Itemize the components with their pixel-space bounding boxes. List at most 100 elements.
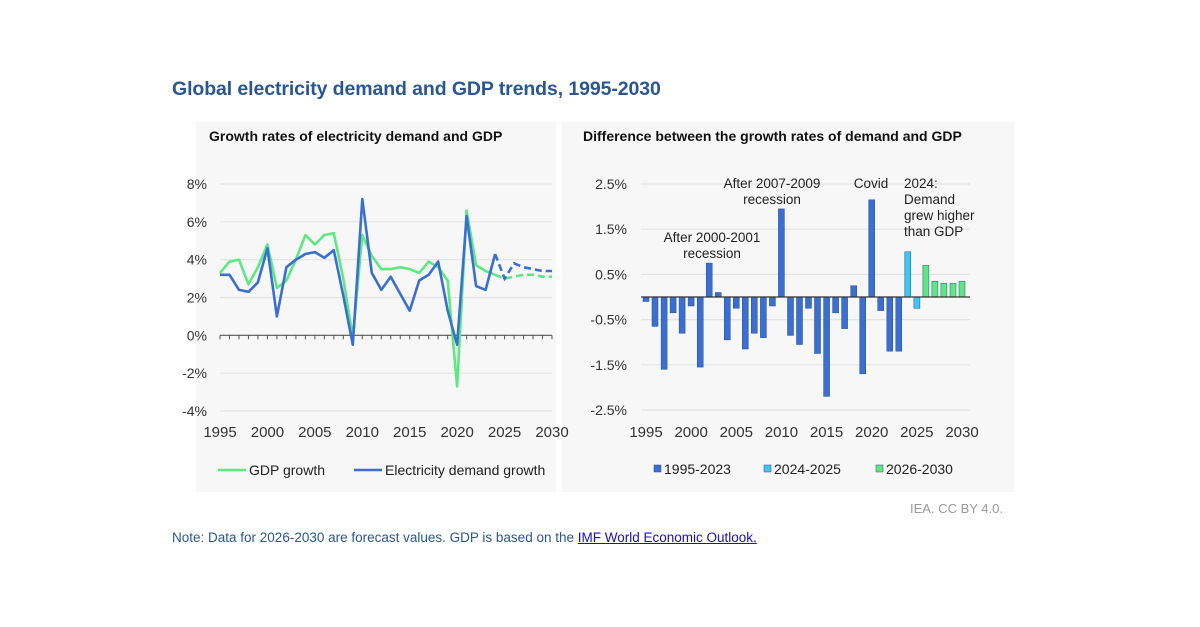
bar [823,296,830,397]
bar [895,296,903,352]
bar [778,208,785,298]
legend-label: Electricity demand growth [385,462,545,478]
right-y-axis: 2.5% 1.5% 0.5% -0.5% -1.5% -2.5% [590,176,627,418]
left-x-axis: 1995 2000 2005 2010 2015 2020 2025 2030 [203,424,568,441]
left-y-axis: 8% 6% 4% 2% 0% -2% -4% [182,176,207,419]
bar [714,292,722,298]
bar [678,296,686,334]
left-gridlines [219,183,553,412]
y-tick-label: 2% [187,290,207,306]
y-tick-label: 1.5% [595,221,627,237]
bar [742,296,749,350]
x-tick-label: 1995 [203,424,236,441]
x-tick-label: 2025 [488,424,521,441]
gdp-growth-forecast-line [494,273,552,280]
bar [886,296,894,352]
bar [949,283,957,298]
bar [805,296,812,309]
bar [705,262,713,298]
bar [660,296,668,370]
right-gridlines [641,183,970,411]
bar [814,296,821,354]
bar [651,296,659,327]
right-bars [641,199,970,397]
annotation-text: recession [683,246,741,261]
bar [687,296,695,307]
bar [769,296,776,307]
bar [796,296,803,345]
right-chart-title: Difference between the growth rates of d… [583,128,962,144]
bar [958,280,966,298]
y-tick-label: -0.5% [590,312,627,328]
y-tick-label: 0% [187,327,207,343]
x-tick-label: 2015 [393,424,426,441]
footnote-text: Note: Data for 2026-2030 are forecast va… [172,530,578,545]
bar [877,296,884,311]
legend-label: GDP growth [249,462,325,478]
annotation-text: recession [743,192,801,207]
y-tick-label: 8% [187,176,207,192]
x-tick-label: 2005 [298,424,331,441]
x-tick-label: 2020 [440,424,473,441]
imf-weo-link[interactable]: IMF World Economic Outlook. [577,530,757,545]
annotation-text: Demand [904,192,955,207]
x-tick-label: 2030 [945,424,978,441]
legend-label: 2024-2025 [774,461,841,477]
x-tick-label: 2030 [535,424,568,441]
x-tick-label: 2015 [810,424,843,441]
right-x-axis: 1995 2000 2005 2010 2015 2020 2025 2030 [629,424,978,441]
bar [696,296,704,368]
bar [760,296,767,338]
annotation-text: After 2000-2001 [664,230,761,245]
x-tick-label: 2010 [765,424,798,441]
annotation-text: Covid [854,176,889,191]
legend-swatch [875,464,884,473]
bar [868,199,875,298]
bar [940,283,948,298]
x-tick-label: 2020 [855,424,888,441]
bar [832,296,839,314]
annotation-text: After 2007-2009 [724,176,821,191]
y-tick-label: 0.5% [595,266,627,282]
bar [724,296,731,341]
bar [922,265,930,298]
x-tick-label: 1995 [629,424,662,441]
bar [642,296,650,302]
left-chart-title: Growth rates of electricity demand and G… [209,128,503,144]
right-legend: 1995-2023 2024-2025 2026-2030 [653,461,953,477]
bar [669,296,677,314]
bar [904,251,912,298]
legend-label: 2026-2030 [886,461,953,477]
annotation-text: than GDP [904,224,963,239]
x-tick-label: 2000 [251,424,284,441]
left-series-lines [219,197,552,388]
bar [733,296,740,309]
electricity-demand-growth-forecast-line [493,253,552,282]
bar [931,280,939,298]
x-tick-label: 2010 [346,424,379,441]
legend-swatch [763,464,772,473]
left-legend: GDP growth Electricity demand growth [218,462,545,478]
x-tick-label: 2025 [900,424,933,441]
bar [751,296,758,334]
bar [841,296,848,329]
electricity-demand-growth-line [220,197,497,347]
gdp-growth-line [219,209,496,388]
y-tick-label: -2% [182,365,207,381]
bar [913,296,921,309]
x-tick-label: 2000 [674,424,707,441]
annotation-text: grew higher [904,208,975,223]
bar [859,296,866,375]
y-tick-label: 6% [187,214,207,230]
bar [850,285,857,298]
x-tick-label: 2005 [720,424,753,441]
y-tick-label: -4% [182,403,207,419]
y-tick-label: -1.5% [590,357,627,373]
credit-text: IEA. CC BY 4.0. [910,501,1003,516]
footnote: Note: Data for 2026-2030 are forecast va… [172,530,757,545]
y-tick-label: 4% [187,252,207,268]
bar [787,296,794,336]
legend-swatch [653,464,662,473]
